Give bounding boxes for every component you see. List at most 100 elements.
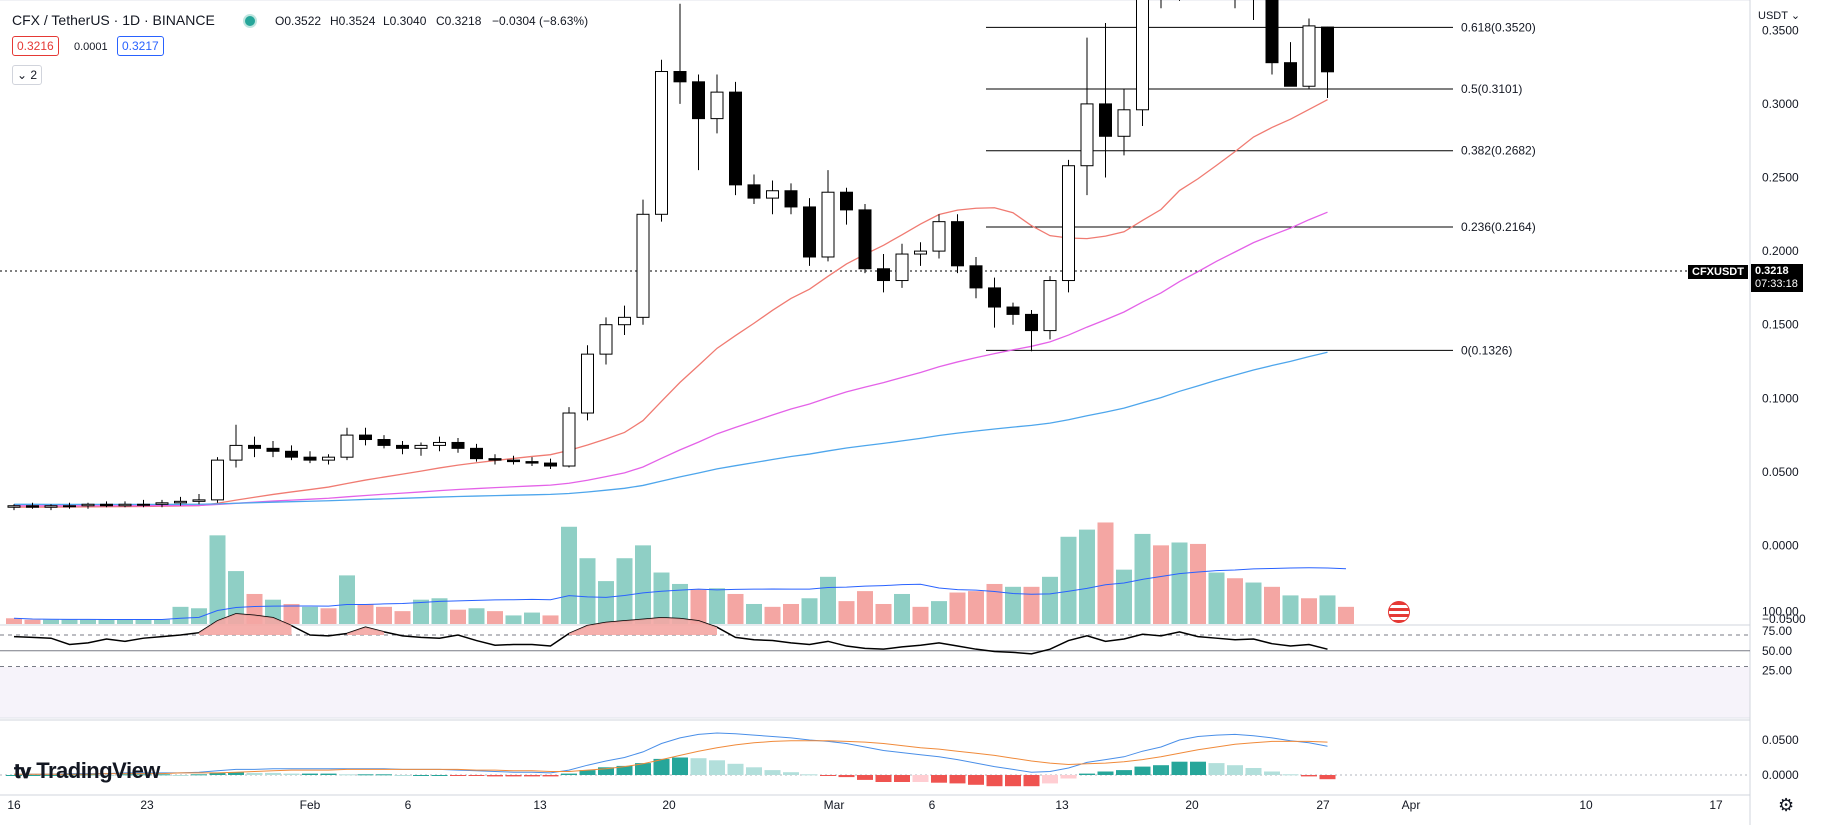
ask-price[interactable]: 0.3217 — [117, 36, 164, 56]
volume-bar — [339, 575, 355, 624]
candle-body — [303, 456, 317, 461]
volume-bar — [1319, 595, 1336, 624]
macd-histogram-bar — [431, 775, 448, 776]
candle-body — [858, 209, 872, 270]
time-tick-label: Feb — [300, 798, 321, 812]
volume-bar — [172, 606, 189, 624]
volume-bar — [320, 608, 337, 624]
volume-bar — [1023, 586, 1040, 624]
macd-histogram-bar — [912, 775, 929, 782]
signal-line — [14, 740, 1328, 775]
macd-histogram-bar — [1227, 765, 1243, 775]
macd-histogram-bar — [1079, 773, 1095, 775]
macd-histogram-bar — [487, 775, 503, 777]
ohlc-change: −0.0304 (−8.63%) — [492, 14, 589, 28]
macd-histogram-bar — [302, 773, 318, 775]
rsi-overbought-fill — [199, 613, 292, 636]
macd-histogram-bar — [690, 758, 707, 775]
macd-histogram-bar — [561, 773, 577, 775]
macd-histogram-bar — [394, 775, 411, 776]
time-tick-label: 20 — [662, 798, 676, 812]
tradingview-logo[interactable]: 𝐭𝐯 TradingView — [14, 758, 160, 784]
candle-body — [229, 444, 243, 461]
volume-bar — [1301, 598, 1317, 624]
price-tick-label: 0.3500 — [1762, 23, 1799, 37]
volume-bar — [24, 619, 41, 624]
volume-bar — [875, 603, 892, 624]
candle-body — [507, 459, 520, 463]
indicators-toggle[interactable]: ⌄ 2 — [12, 65, 43, 85]
fib-label: 0.236(0.2164) — [1461, 220, 1536, 234]
candle-body — [248, 444, 261, 449]
candle-body — [1099, 103, 1112, 137]
macd-histogram-bar — [894, 775, 910, 782]
macd-histogram-bar — [986, 775, 1003, 787]
volume-bar — [1097, 522, 1114, 624]
volume-bar — [283, 603, 300, 624]
candle-body — [655, 71, 668, 215]
candle-body — [396, 444, 409, 449]
macd-histogram-bar — [931, 775, 947, 783]
macd-histogram-bar — [801, 774, 818, 776]
macd-histogram-bar — [1245, 768, 1262, 775]
volume-bar — [302, 606, 318, 624]
candle-body — [1284, 62, 1297, 87]
volume-bar — [709, 588, 725, 624]
volume-bar — [616, 558, 633, 624]
macd-histogram-bar — [320, 773, 337, 775]
macd-histogram-bar — [191, 774, 207, 776]
volume-bar — [1153, 545, 1169, 624]
volume-ma-line — [13, 567, 1347, 621]
us-flag-icon[interactable] — [1388, 601, 1410, 623]
bid-price[interactable]: 0.3216 — [12, 36, 59, 56]
volume-bar — [1190, 543, 1206, 624]
candle-body — [1117, 109, 1131, 137]
candle-body — [1136, 0, 1149, 111]
candle-body — [63, 505, 76, 508]
candle-body — [821, 191, 835, 258]
macd-histogram-bar — [505, 775, 522, 777]
macd-histogram-bar — [709, 760, 725, 775]
macd-histogram-bar — [1042, 775, 1058, 784]
time-tick-label: Apr — [1402, 798, 1421, 812]
volume-bar — [542, 615, 559, 624]
volume-bar — [1245, 582, 1262, 624]
time-tick-label: 20 — [1185, 798, 1199, 812]
candles — [7, 0, 1334, 511]
candle-body — [766, 190, 779, 199]
symbol-title[interactable]: CFX / TetherUS · 1D · BINANCE — [12, 12, 215, 28]
volume-bar — [487, 611, 503, 624]
volume-bar — [431, 598, 448, 624]
price-tick-label: 0.2000 — [1762, 244, 1799, 258]
volume-bar — [450, 609, 466, 624]
volume-bar — [912, 606, 929, 624]
volume-bar — [949, 592, 966, 624]
macd-histogram-bar — [875, 775, 892, 782]
currency-selector[interactable]: USDT ⌄ — [1758, 10, 1801, 22]
macd-histogram-bar — [653, 758, 670, 775]
volume-bar — [820, 576, 836, 624]
macd-histogram-bar — [764, 770, 781, 775]
candle-body — [618, 316, 631, 326]
macd-histogram-bar — [357, 774, 374, 776]
candle-body — [969, 265, 983, 289]
macd-histogram-bar — [98, 775, 115, 776]
macd-histogram-bar — [413, 775, 429, 776]
chevron-down-icon: ⌄ — [17, 68, 28, 82]
macd-histogram-bar — [1153, 765, 1169, 775]
volume-bar — [1116, 569, 1132, 624]
candle-body — [192, 499, 206, 502]
macd-histogram-bar — [172, 775, 189, 776]
fib-label: 0.5(0.3101) — [1461, 82, 1522, 96]
volume-bar — [1338, 606, 1354, 624]
candle-body — [1062, 165, 1075, 282]
time-tick-label: 13 — [533, 798, 547, 812]
macd-histogram-bar — [339, 774, 355, 776]
fib-label: 0.618(0.3520) — [1461, 20, 1536, 34]
settings-gear-icon[interactable]: ⚙ — [1778, 795, 1795, 815]
macd-histogram-bar — [1060, 775, 1077, 779]
candle-body — [525, 461, 539, 464]
volume-bar — [1264, 586, 1280, 624]
macd-tick-label: 0.0000 — [1762, 768, 1799, 782]
